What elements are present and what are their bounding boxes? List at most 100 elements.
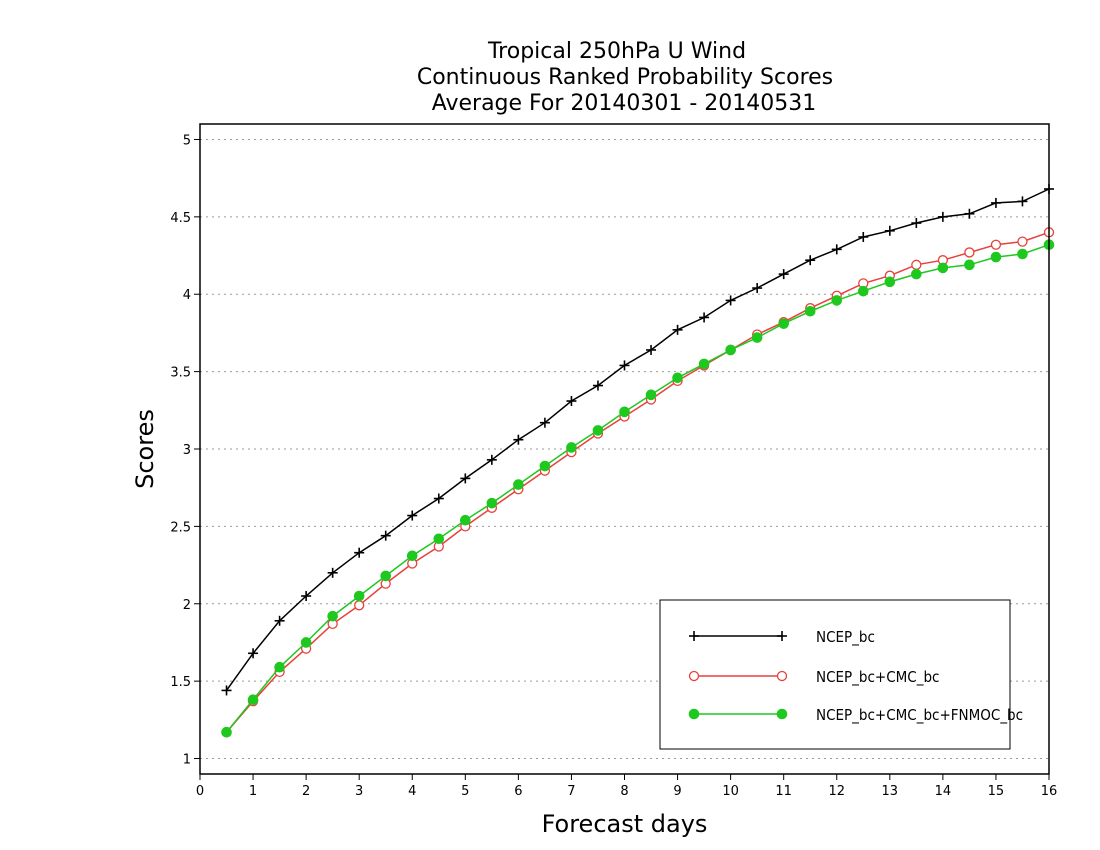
data-point [592, 425, 604, 436]
data-point [460, 514, 471, 526]
data-point [300, 637, 312, 648]
data-series [221, 184, 1055, 738]
data-point [964, 247, 975, 258]
y-tick-label: 4.5 [170, 211, 191, 226]
data-point [725, 295, 736, 306]
data-point [689, 631, 699, 641]
x-tick-label: 5 [461, 784, 469, 799]
series-line [225, 188, 1050, 691]
y-tick-label: 2 [183, 598, 191, 613]
data-point [857, 285, 869, 297]
y-tick-label: 5 [183, 133, 191, 148]
x-tick-label: 2 [302, 784, 310, 799]
chart-title-line-2: Continuous Ranked Probability Scores [417, 65, 833, 90]
data-point [911, 268, 922, 280]
x-axis-title: Forecast days [542, 810, 708, 838]
data-point [937, 262, 949, 274]
data-point [513, 434, 524, 445]
series-0 [221, 184, 1054, 696]
data-point [354, 600, 365, 611]
legend-label: NCEP_bc+CMC_bc+FNMOC_bc [816, 706, 1023, 725]
chart-title-line-1: Tropical 250hPa U Wind [487, 39, 746, 64]
data-point [380, 530, 391, 541]
data-point [990, 197, 1001, 208]
data-point [884, 225, 895, 236]
series-2 [221, 239, 1055, 738]
y-tick-label: 3 [183, 443, 191, 458]
x-tick-label: 15 [988, 784, 1005, 799]
data-point [433, 493, 444, 504]
data-point [990, 239, 1002, 250]
data-point [248, 648, 259, 659]
data-point [805, 255, 816, 266]
data-point [777, 631, 787, 641]
data-point [221, 685, 232, 696]
plot-frame [199, 123, 1050, 775]
data-point [1017, 236, 1028, 247]
data-point [327, 610, 338, 622]
data-point [776, 708, 788, 720]
data-point [672, 324, 683, 335]
data-point [964, 208, 975, 219]
axes: 11.522.533.544.550 1 2 3 4 5 6 7 8 9 10 11 12 13 14 15 1… [170, 133, 1057, 799]
data-point [380, 570, 392, 582]
x-tick-label: 0 [196, 784, 204, 799]
data-point [778, 318, 789, 329]
data-point [592, 380, 603, 391]
data-point [990, 251, 1002, 263]
x-tick-label: 6 [514, 784, 522, 799]
data-point [274, 615, 285, 626]
data-point [778, 269, 789, 280]
data-point [831, 295, 843, 306]
legend-label: NCEP_bc [816, 628, 875, 647]
data-point [539, 417, 550, 428]
data-point [911, 259, 922, 270]
data-point [688, 708, 700, 720]
y-tick-label: 1 [183, 753, 191, 768]
data-point [221, 726, 232, 738]
legend-box [659, 599, 1011, 750]
y-axis-title: Scores [131, 409, 159, 489]
x-tick-label: 3 [355, 784, 363, 799]
data-point [725, 344, 736, 356]
data-point [751, 332, 763, 343]
data-point [804, 305, 816, 317]
y-tick-label: 4 [183, 288, 191, 303]
x-tick-label: 12 [828, 784, 845, 799]
data-point [407, 510, 418, 521]
data-point [513, 479, 524, 490]
data-point [1017, 196, 1028, 207]
x-tick-label: 14 [935, 784, 952, 799]
data-point [831, 244, 842, 255]
chart-title-line-3: Average For 20140301 - 20140531 [432, 91, 817, 116]
data-point [354, 547, 365, 558]
data-point [699, 312, 710, 323]
y-tick-label: 2.5 [170, 520, 191, 535]
data-point [858, 231, 869, 242]
legend-label: NCEP_bc+CMC_bc [816, 668, 939, 687]
data-point [566, 396, 577, 407]
data-point [964, 259, 975, 271]
x-tick-label: 1 [249, 784, 257, 799]
data-point [884, 276, 896, 288]
data-point [353, 590, 365, 602]
x-tick-label: 10 [722, 784, 739, 799]
x-tick-label: 4 [408, 784, 416, 799]
data-point [327, 567, 338, 578]
data-point [646, 344, 657, 355]
chart-title: Tropical 250hPa U Wind Continuous Ranked… [417, 39, 833, 116]
data-point [433, 533, 445, 545]
data-point [672, 372, 683, 384]
data-point [619, 360, 630, 371]
data-point [752, 283, 763, 294]
x-tick-label: 8 [620, 784, 628, 799]
data-point [486, 454, 497, 465]
data-point [645, 389, 657, 401]
data-point [911, 218, 922, 229]
x-tick-label: 11 [775, 784, 792, 799]
x-tick-label: 13 [882, 784, 899, 799]
data-point [274, 661, 285, 673]
x-tick-label: 9 [673, 784, 681, 799]
data-point [776, 670, 788, 682]
data-point [406, 550, 418, 562]
